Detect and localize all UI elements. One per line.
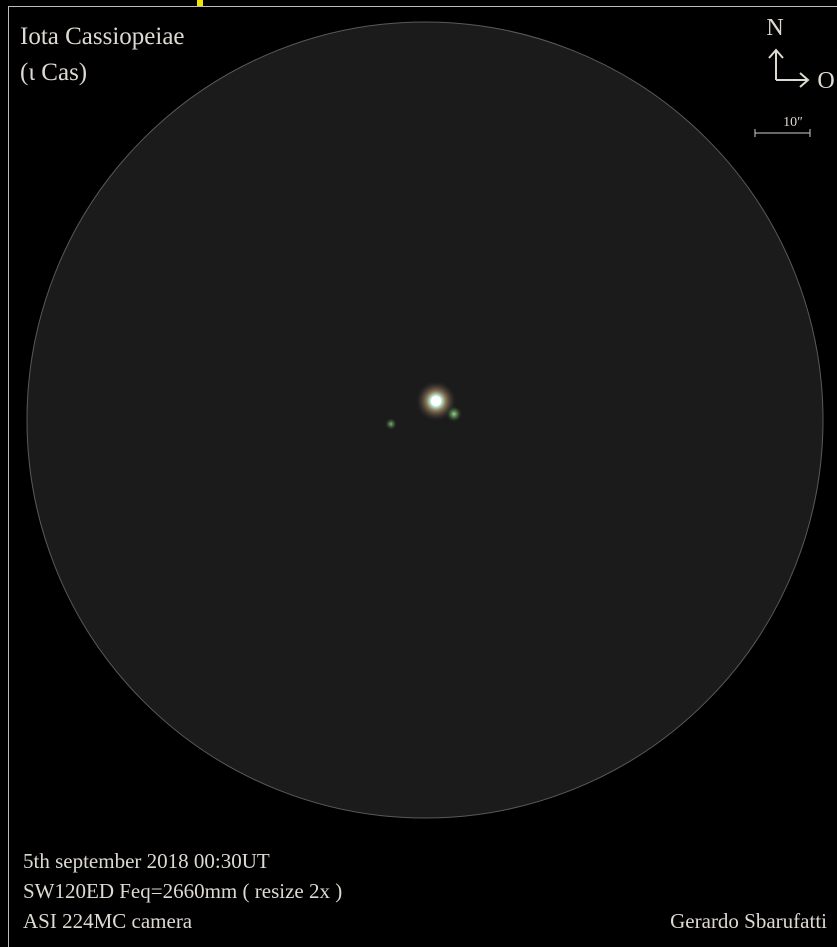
- field-of-view: [26, 21, 824, 819]
- date: 5th september 2018 00:30UT: [23, 849, 270, 873]
- telescope: SW120ED Feq=2660mm ( resize 2x ): [23, 879, 342, 903]
- star-companion: [446, 406, 462, 422]
- compass-north: N: [766, 15, 783, 41]
- star-companion: [385, 418, 397, 430]
- frame: [8, 6, 837, 947]
- credit: Gerardo Sbarufatti: [670, 909, 827, 933]
- compass-arrows: [768, 48, 810, 88]
- subtitle: (ι Cas): [20, 59, 87, 86]
- star-primary-core: [431, 396, 441, 406]
- scale-label: 10″: [783, 115, 803, 130]
- marker: [197, 0, 203, 6]
- compass-east: O: [817, 68, 834, 94]
- scale-bar: [754, 129, 811, 137]
- title: Iota Cassiopeiae: [20, 23, 185, 50]
- camera: ASI 224MC camera: [23, 909, 193, 933]
